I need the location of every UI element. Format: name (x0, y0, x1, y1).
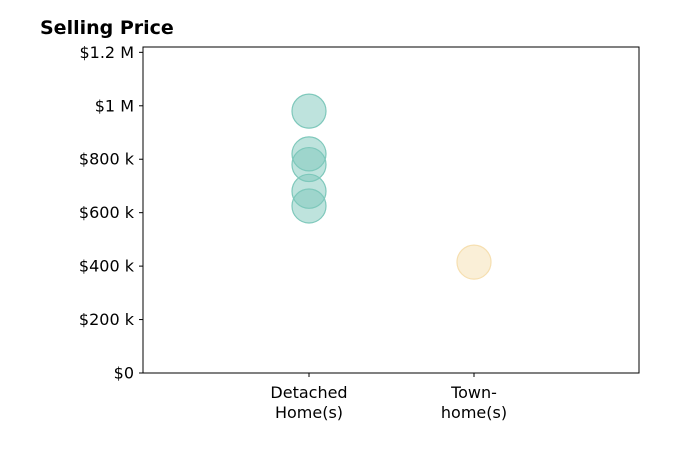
plot-frame (142, 46, 640, 374)
data-point (291, 188, 327, 224)
points-layer (291, 93, 492, 280)
y-tick-label: $400 k (79, 257, 135, 276)
y-tick-label: $200 k (79, 310, 135, 329)
y-tick-label: $1 M (95, 96, 134, 115)
data-point (456, 244, 492, 280)
x-axis: Detached Home(s) Town-home(s) (270, 373, 507, 422)
data-point (291, 93, 327, 129)
x-tick-label: Detached Home(s) (270, 383, 347, 422)
y-tick-label: $800 k (79, 150, 135, 169)
y-tick-label: $0 (114, 364, 134, 383)
chart-title: Selling Price (40, 17, 174, 39)
y-tick-label: $1.2 M (79, 43, 134, 62)
y-axis: $0 $200 k $400 k $600 k $800 k $1 M $1.2 M (79, 43, 143, 383)
y-tick-label: $600 k (79, 203, 135, 222)
x-tick-label: Town-home(s) (441, 383, 507, 422)
